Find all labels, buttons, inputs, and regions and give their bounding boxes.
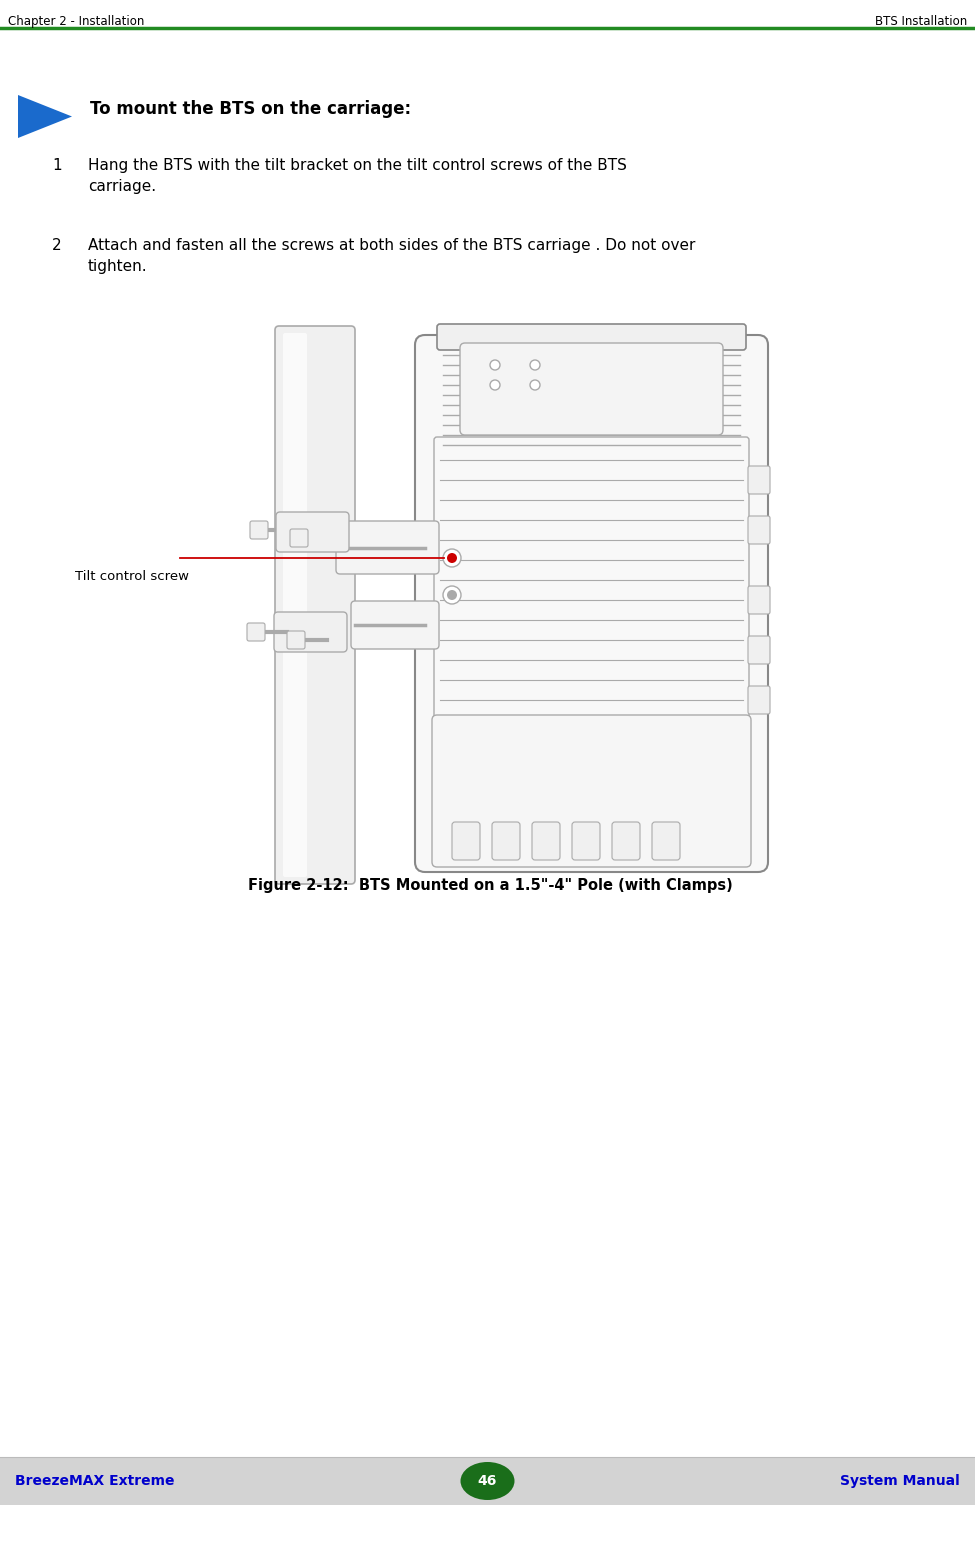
Circle shape <box>447 590 457 599</box>
Text: Chapter 2 - Installation: Chapter 2 - Installation <box>8 15 144 28</box>
FancyBboxPatch shape <box>415 335 768 871</box>
Text: Tilt control screw: Tilt control screw <box>75 570 189 584</box>
Text: System Manual: System Manual <box>840 1474 960 1488</box>
Text: To mount the BTS on the carriage:: To mount the BTS on the carriage: <box>90 100 411 117</box>
Text: 46: 46 <box>478 1474 497 1488</box>
FancyBboxPatch shape <box>748 467 770 494</box>
FancyBboxPatch shape <box>572 822 600 861</box>
FancyBboxPatch shape <box>351 601 439 649</box>
FancyBboxPatch shape <box>283 334 307 878</box>
Circle shape <box>443 548 461 567</box>
Text: 2: 2 <box>52 238 61 253</box>
FancyBboxPatch shape <box>492 822 520 861</box>
Bar <box>0 1457 975 1505</box>
FancyBboxPatch shape <box>247 623 265 641</box>
Circle shape <box>530 380 540 389</box>
Text: Figure 2-12:  BTS Mounted on a 1.5"-4" Pole (with Clamps): Figure 2-12: BTS Mounted on a 1.5"-4" Po… <box>248 878 732 893</box>
FancyBboxPatch shape <box>748 586 770 613</box>
Text: BTS Installation: BTS Installation <box>875 15 967 28</box>
FancyBboxPatch shape <box>275 326 355 884</box>
Polygon shape <box>18 94 72 138</box>
FancyBboxPatch shape <box>250 521 268 539</box>
FancyBboxPatch shape <box>276 511 349 552</box>
FancyBboxPatch shape <box>748 637 770 664</box>
FancyBboxPatch shape <box>748 516 770 544</box>
FancyBboxPatch shape <box>748 686 770 714</box>
Text: Hang the BTS with the tilt bracket on the tilt control screws of the BTS
carriag: Hang the BTS with the tilt bracket on th… <box>88 158 627 195</box>
Circle shape <box>490 380 500 389</box>
FancyBboxPatch shape <box>612 822 640 861</box>
Ellipse shape <box>460 1462 515 1500</box>
FancyBboxPatch shape <box>287 630 305 649</box>
FancyBboxPatch shape <box>652 822 680 861</box>
FancyBboxPatch shape <box>336 521 439 575</box>
Text: Attach and fasten all the screws at both sides of the BTS carriage . Do not over: Attach and fasten all the screws at both… <box>88 238 695 273</box>
FancyBboxPatch shape <box>432 715 751 867</box>
Circle shape <box>447 553 457 562</box>
FancyBboxPatch shape <box>437 324 746 351</box>
FancyBboxPatch shape <box>290 528 308 547</box>
Circle shape <box>443 586 461 604</box>
Text: BreezeMAX Extreme: BreezeMAX Extreme <box>15 1474 175 1488</box>
FancyBboxPatch shape <box>460 343 723 436</box>
FancyBboxPatch shape <box>274 612 347 652</box>
Circle shape <box>490 360 500 369</box>
FancyBboxPatch shape <box>452 822 480 861</box>
Text: 1: 1 <box>52 158 61 173</box>
FancyBboxPatch shape <box>532 822 560 861</box>
Circle shape <box>530 360 540 369</box>
